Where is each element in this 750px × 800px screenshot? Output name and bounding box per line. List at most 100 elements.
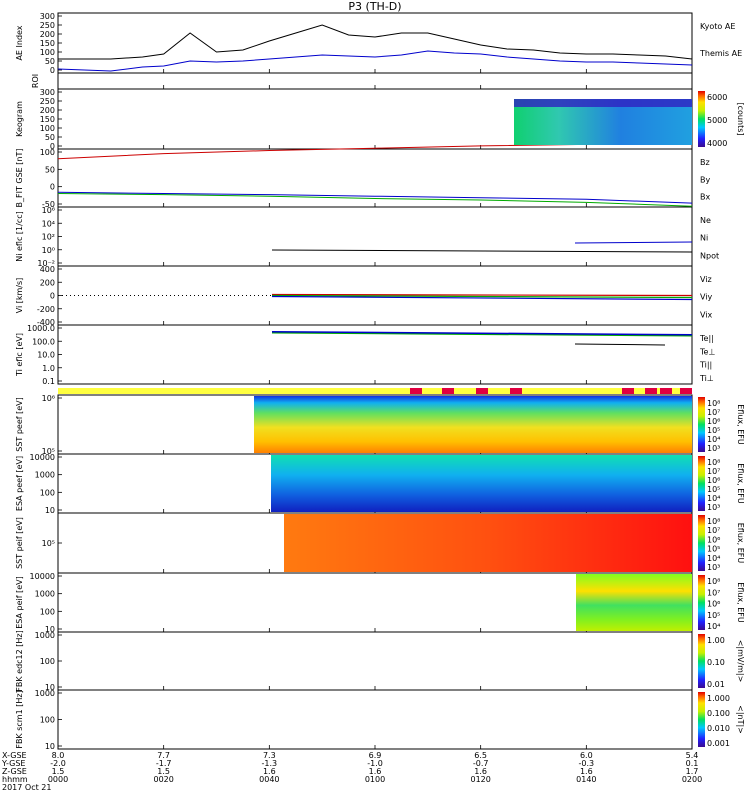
x-axis-row-name: Z-GSE	[2, 767, 27, 776]
y-tick-label: 0	[50, 292, 55, 301]
y-tick-label: 10⁶	[42, 394, 55, 403]
colorbar-tick-label: 6000	[707, 93, 727, 102]
y-tick-label: 1.0	[42, 364, 55, 373]
x-tick-label: -1.7	[156, 759, 172, 768]
mode-bar-burst	[442, 388, 454, 394]
colorbar-tick-label: 0.010	[707, 724, 730, 733]
colorbar	[698, 397, 705, 452]
x-axis-row-name: X-GSE	[2, 751, 27, 760]
y-tick-label: 250	[40, 21, 55, 30]
y-tick-label: 300	[40, 88, 55, 97]
y-tick-label: 50	[45, 165, 55, 174]
colorbar-tick-label: 10⁷	[707, 467, 720, 476]
vi-trace	[271, 294, 693, 299]
series-line-bx	[57, 191, 693, 204]
y-tick-label: 100	[40, 48, 55, 57]
colorbar-tick-label: 0.10	[707, 658, 725, 667]
panel-frame	[57, 631, 693, 691]
y-tick-label: 100	[40, 607, 55, 616]
x-tick-label: 6.9	[369, 751, 382, 760]
y-tick-label: 1000	[35, 689, 55, 698]
y-tick-label: 10⁴	[42, 219, 55, 228]
panel-density: Ni eflc [1/cc] 10⁶ 10⁴ 10² 10⁰ 10⁻² Ne Ni Npot	[15, 206, 719, 268]
x-axis-date: 2017 Oct 21	[2, 783, 51, 792]
y-tick-label: 1000	[35, 631, 55, 640]
y-tick-label: 200	[40, 106, 55, 115]
panel-roi: ROI	[31, 72, 693, 90]
x-axis-row-name: hhmm	[2, 775, 28, 784]
y-tick-label: 10000	[30, 572, 55, 581]
x-tick-label: 1.5	[157, 767, 170, 776]
y-tick-label: 100.0	[32, 337, 55, 346]
legend-entry: Te⊥	[699, 347, 715, 356]
y-axis-label: ESA peef [eV]	[15, 456, 24, 511]
colorbar-tick-label: 10⁶	[707, 535, 720, 544]
y-tick-label: 1000.0	[27, 324, 55, 333]
y-tick-label: 200	[40, 30, 55, 39]
colorbar-tick-label: 10⁵	[707, 426, 720, 435]
colorbar-tick-label: 10⁷	[707, 588, 720, 597]
vi-trace	[271, 295, 693, 301]
chart-title: P3 (TH-D)	[348, 0, 401, 13]
mode-bar	[58, 388, 692, 394]
y-tick-label: 100	[40, 124, 55, 133]
y-tick-label: 0.1	[42, 377, 55, 386]
x-tick-label: 1.7	[686, 767, 699, 776]
legend-entry: Ne	[700, 216, 711, 225]
colorbar-tick-label: 0.100	[707, 709, 730, 718]
y-tick-label: 10	[45, 625, 55, 634]
colorbar-tick-label: 10⁸	[707, 577, 720, 586]
x-tick-label: 7.7	[157, 751, 170, 760]
x-tick-label: -0.3	[579, 759, 595, 768]
vi-trace	[271, 293, 693, 297]
panel-frame	[57, 689, 693, 750]
y-tick-label: 100	[40, 488, 55, 497]
x-tick-label: 6.5	[474, 751, 487, 760]
x-tick-label: 8.0	[52, 751, 65, 760]
keogram-top-band	[514, 99, 692, 107]
colorbar-tick-label: 1.000	[707, 694, 730, 703]
colorbar-tick-label: 10⁷	[707, 526, 720, 535]
legend-entry: Viy	[700, 293, 713, 302]
colorbar-tick-label: 10³	[707, 444, 720, 453]
colorbar-tick-label: 10⁴	[707, 494, 720, 503]
colorbar-tick-label: 0.001	[707, 739, 730, 748]
legend-entry: Vix	[700, 310, 713, 319]
colorbar	[698, 634, 705, 688]
x-tick-label: 1.5	[52, 767, 65, 776]
legend-entry: Ti⊥	[699, 374, 714, 383]
te-trace	[574, 343, 666, 346]
y-axis-label: AE Index	[15, 25, 24, 60]
x-tick-label: 0200	[682, 775, 702, 784]
colorbar-tick-label: 10⁵	[707, 545, 720, 554]
y-tick-label: 0	[50, 183, 55, 192]
legend-entry: Viz	[700, 275, 712, 284]
y-tick-label: 100	[40, 716, 55, 725]
mode-bar-burst	[622, 388, 634, 394]
y-axis-label: Keogram	[15, 101, 24, 137]
mode-bar-burst	[680, 388, 692, 394]
colorbar-tick-label: 0.01	[707, 680, 725, 689]
x-tick-label: -1.3	[262, 759, 278, 768]
colorbar-tick-label: 1.00	[707, 636, 725, 645]
y-tick-label: -200	[37, 305, 55, 314]
colorbar-tick-label: 10³	[707, 563, 720, 572]
y-tick-label: 400	[40, 265, 55, 274]
legend-entry: Ni	[700, 234, 708, 243]
colorbar	[698, 575, 705, 630]
y-tick-label: 1000	[35, 471, 55, 480]
y-axis-label: Ti eflc [eV]	[15, 333, 24, 377]
colorbar	[698, 91, 705, 147]
mode-bar-burst	[660, 388, 672, 394]
y-tick-label: 200	[40, 278, 55, 287]
panel-frame	[57, 206, 693, 267]
legend-entry: Kyoto AE	[700, 22, 735, 31]
y-axis-label: Vi [km/s]	[15, 278, 24, 314]
y-tick-label: 10.0	[37, 351, 55, 360]
x-tick-label: 0000	[48, 775, 68, 784]
colorbar-tick-label: 10⁸	[707, 517, 720, 526]
y-tick-label: 10²	[42, 233, 55, 242]
y-tick-label: 100	[40, 657, 55, 666]
legend-entry: Ti||	[699, 361, 712, 370]
x-tick-label: 1.6	[369, 767, 382, 776]
